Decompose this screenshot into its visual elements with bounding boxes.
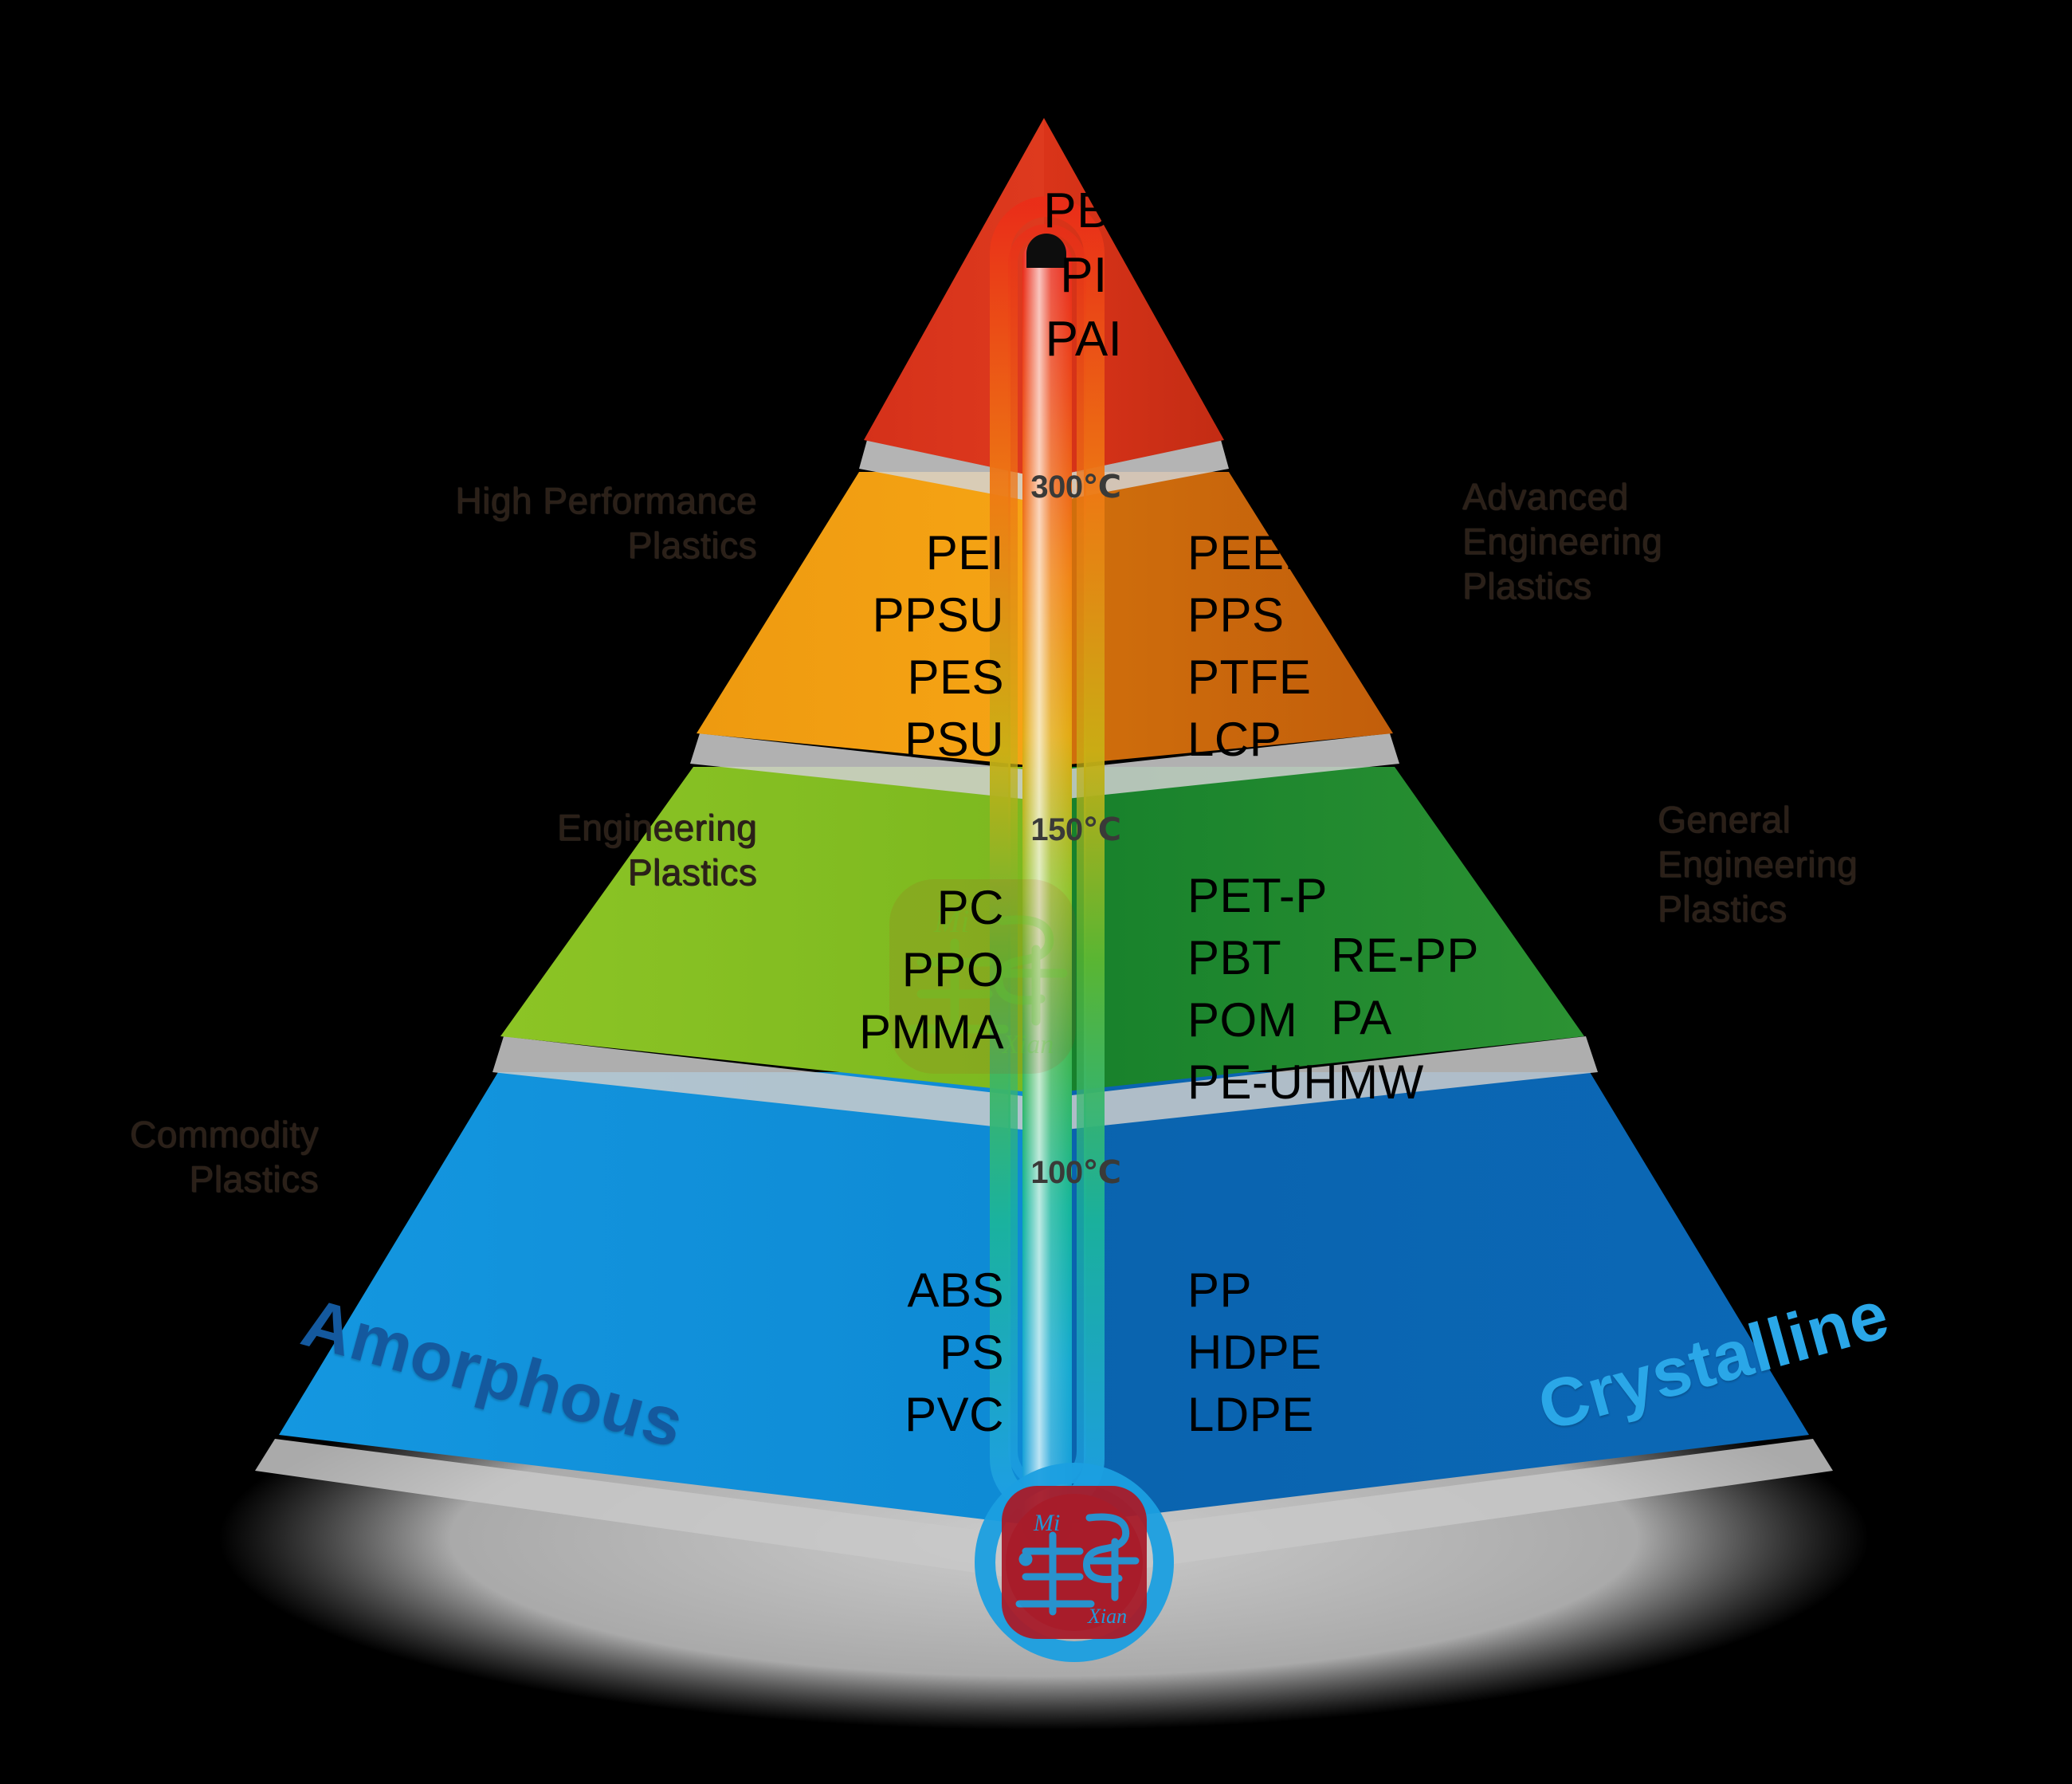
materials-engineering-amorphous: PC PPO PMMA <box>859 881 1004 1059</box>
hp-face-crystalline <box>1044 472 1393 767</box>
label-advanced-engineering-plastics: Advanced Engineering Plastics <box>1462 476 1663 607</box>
materials-high-performance-amorphous: PEI PPSU PES PSU <box>872 526 1004 766</box>
commodity-face-crystalline <box>1044 1072 1809 1527</box>
engineering-face-amorphous <box>500 767 1044 1094</box>
temperature-mark-300: 300℃ <box>1030 470 1121 505</box>
materials-commodity-crystalline: PP HDPE LDPE <box>1187 1263 1322 1441</box>
hp-face-amorphous <box>697 472 1044 767</box>
label-commodity-plastics: Commodity Plastics <box>129 1114 319 1200</box>
tier-high-performance <box>690 472 1399 801</box>
commodity-face-amorphous <box>279 1072 1044 1527</box>
temperature-mark-100: 100℃ <box>1030 1155 1121 1190</box>
materials-high-performance-crystalline: PEEK PPS PTFE LCP <box>1187 526 1317 766</box>
materials-engineering-crystalline: PET-P PBT POM PE-UHMW <box>1187 869 1424 1109</box>
tier-commodity <box>255 1072 1833 1582</box>
materials-apex: PBI PI PAI <box>1043 183 1124 367</box>
label-general-engineering-plastics: General Engineering Plastics <box>1658 799 1858 930</box>
materials-engineering-crystalline-extra: RE-PP PA <box>1331 929 1479 1044</box>
temperature-mark-150: 150℃ <box>1030 812 1121 847</box>
label-high-performance-plastics: High Performance Plastics <box>455 480 757 567</box>
materials-commodity-amorphous: ABS PS PVC <box>905 1263 1004 1441</box>
label-engineering-plastics: Engineering Plastics <box>556 807 757 894</box>
engineering-face-crystalline <box>1044 767 1584 1094</box>
